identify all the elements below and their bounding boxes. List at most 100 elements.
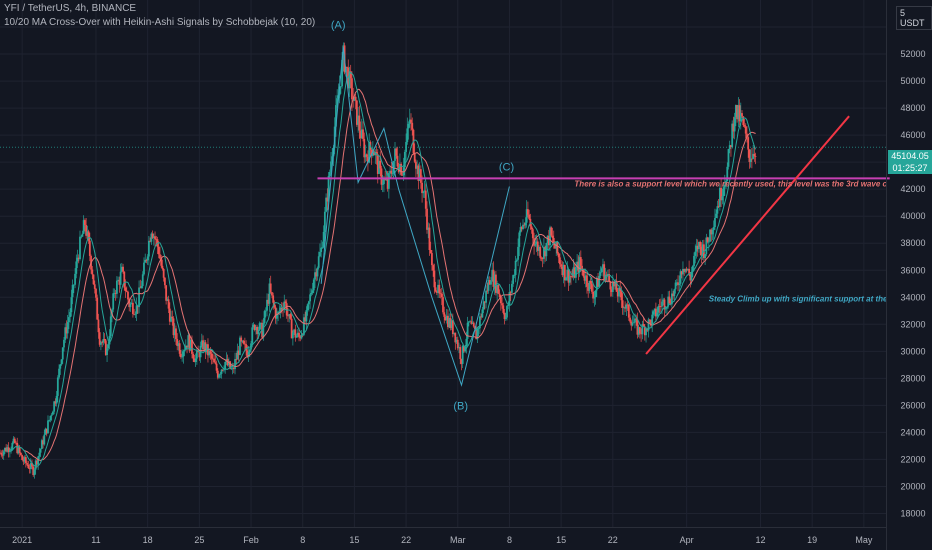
candle-body	[603, 264, 606, 281]
candle-body	[744, 126, 747, 134]
candle-body	[440, 293, 443, 298]
candle-body	[543, 247, 545, 259]
candle-body	[619, 287, 622, 292]
candle-body	[354, 96, 357, 101]
candle-body	[667, 296, 670, 307]
candle-body	[128, 299, 131, 308]
candle-body	[348, 71, 351, 89]
candle-body	[705, 237, 708, 255]
candle-body	[68, 317, 70, 323]
candle-body	[664, 308, 667, 310]
candle-body	[231, 367, 234, 369]
candle-body	[34, 460, 37, 470]
candle-body	[435, 291, 438, 293]
candle-body	[80, 236, 83, 238]
candle-body	[610, 289, 613, 293]
candle-body	[437, 284, 439, 293]
candle-body	[386, 179, 389, 189]
candle-body	[661, 301, 663, 307]
candle-body	[267, 299, 270, 304]
candle-body	[29, 463, 32, 469]
chart-annotations: There is also a support level which we r…	[574, 179, 886, 303]
candle-body	[322, 231, 325, 248]
candle-body	[461, 345, 464, 364]
candle-body	[325, 197, 327, 212]
candle-body	[170, 316, 172, 322]
candle-body	[252, 324, 255, 328]
candle-body	[43, 434, 46, 445]
x-tick-label: 22	[608, 535, 618, 545]
candle-body	[499, 297, 502, 304]
candle-body	[534, 244, 537, 246]
candle-body	[483, 301, 486, 303]
candle-body	[421, 182, 423, 194]
candle-body	[637, 327, 640, 335]
candle-body	[658, 306, 661, 307]
candle-body	[114, 293, 117, 295]
candle-body	[621, 300, 624, 308]
candle-body	[602, 264, 604, 269]
candle-body	[742, 116, 745, 126]
candle-body	[710, 229, 713, 235]
candle-body	[647, 319, 650, 331]
candle-body	[752, 153, 754, 159]
candle-body	[125, 291, 128, 292]
candle-body	[433, 270, 436, 288]
candle-body	[720, 187, 723, 201]
candle-body	[458, 347, 460, 349]
candle-body	[683, 268, 686, 272]
candle-body	[291, 332, 294, 339]
candle-body	[561, 266, 564, 276]
candle-body	[530, 226, 533, 230]
candle-body	[175, 328, 177, 340]
candle-body	[11, 442, 14, 449]
candle-body	[718, 187, 721, 207]
candle-body	[49, 415, 52, 421]
candle-body	[395, 148, 398, 156]
candle-body	[407, 123, 410, 129]
candle-body	[355, 100, 358, 125]
candle-body	[570, 275, 572, 277]
candle-body	[730, 145, 732, 148]
candle-body	[442, 297, 444, 313]
candle-body	[699, 241, 702, 247]
candle-body	[310, 292, 313, 295]
candle-body	[739, 113, 742, 122]
candle-body	[71, 284, 74, 298]
candle-body	[502, 305, 505, 313]
candle-body	[577, 261, 580, 273]
candle-body	[663, 299, 666, 310]
candle-body	[59, 364, 62, 369]
candle-body	[31, 463, 33, 467]
candle-body	[278, 311, 281, 313]
candle-body	[598, 275, 601, 287]
candle-body	[576, 261, 579, 267]
candle-body	[268, 283, 271, 304]
currency-button[interactable]: 5 USDT	[896, 6, 932, 30]
candle-body	[189, 339, 192, 351]
candle-body	[455, 339, 458, 343]
candle-body	[540, 257, 543, 259]
candle-body	[732, 123, 735, 132]
candle-body	[453, 332, 455, 335]
candle-body	[209, 351, 212, 354]
candle-body	[629, 317, 631, 322]
candle-body	[511, 283, 513, 293]
candle-body	[79, 236, 81, 260]
candle-body	[385, 179, 388, 181]
candle-body	[363, 138, 366, 158]
candle-body	[616, 291, 619, 297]
candle-body	[347, 67, 350, 89]
candle-body	[410, 119, 412, 123]
candle-body	[307, 301, 310, 305]
candle-body	[56, 377, 59, 396]
candle-body	[368, 142, 371, 163]
candle-body	[100, 342, 102, 345]
candle-body	[135, 305, 138, 314]
candle-body	[27, 464, 30, 469]
candle-body	[146, 256, 149, 261]
candle-body	[450, 320, 453, 328]
candle-body	[255, 326, 257, 331]
candle-body	[434, 287, 437, 292]
